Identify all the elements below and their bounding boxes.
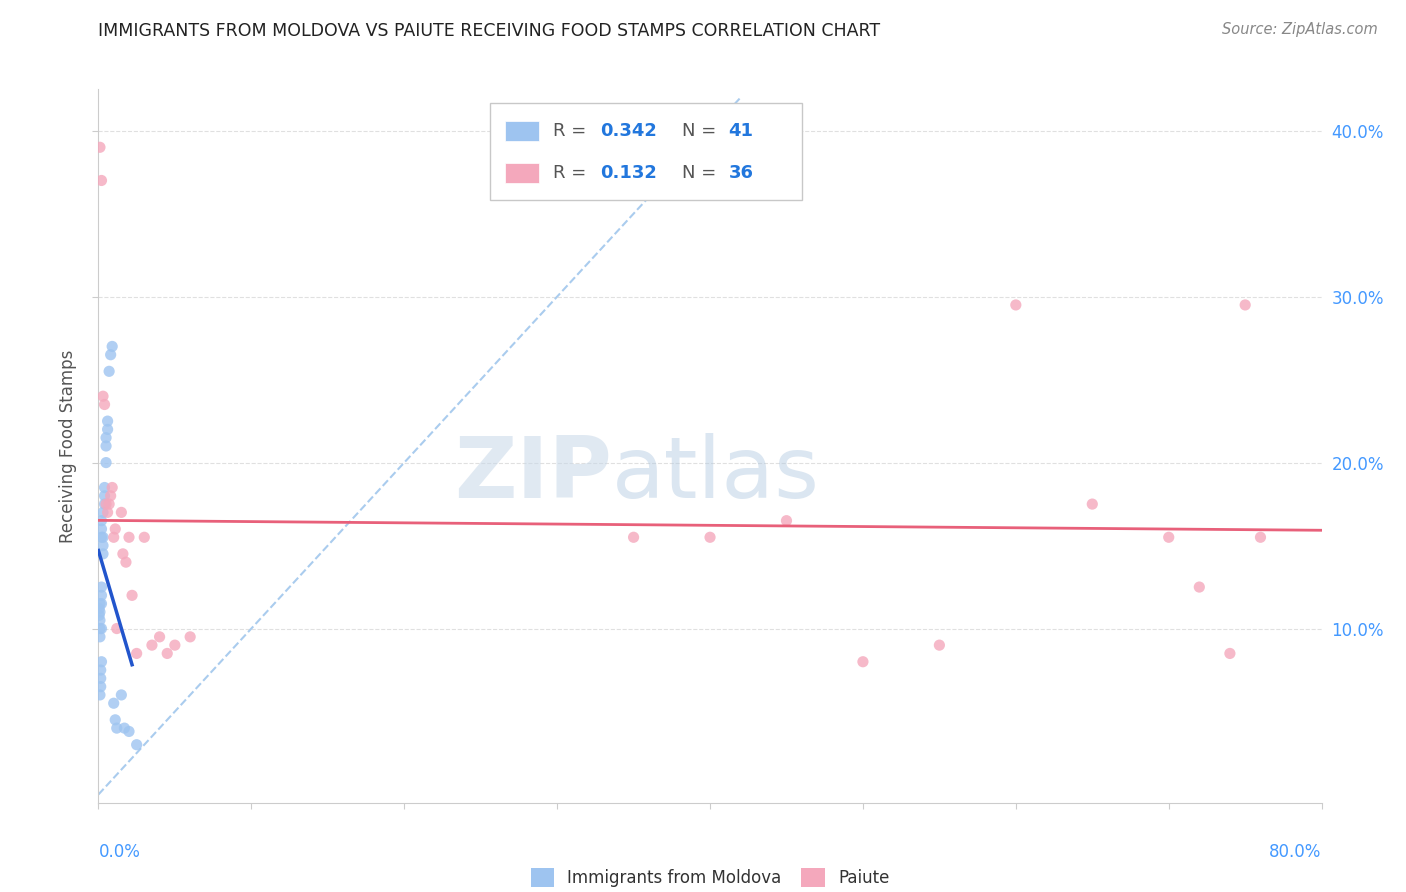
Point [90,580,112,594]
Text: 41: 41 [728,121,754,139]
Point [89,601,111,615]
Point [1081,497,1104,511]
Point [97,505,120,519]
Point [94,431,117,445]
Point [97,414,120,428]
Point [93,397,115,411]
Point [90,588,112,602]
Text: 0.0%: 0.0% [98,843,141,861]
Point [121,588,143,602]
Text: R =: R = [554,164,592,182]
Point [101,481,124,495]
Point [1157,530,1180,544]
Point [89,688,111,702]
Point [91,539,114,553]
Point [91,530,114,544]
Text: 36: 36 [728,164,754,182]
Point [125,738,148,752]
Text: atlas: atlas [612,433,820,516]
Point [112,721,135,735]
Text: 0.342: 0.342 [600,121,657,139]
Point [156,647,179,661]
Point [91,389,114,403]
Point [93,481,115,495]
Point [105,721,128,735]
Point [1234,298,1257,312]
Point [90,655,112,669]
Point [149,630,172,644]
Point [90,530,112,544]
Text: 80.0%: 80.0% [1270,843,1322,861]
Point [100,348,122,362]
Point [104,713,127,727]
Point [94,456,117,470]
Point [89,605,111,619]
Point [98,497,121,511]
Point [90,663,112,677]
Point [90,173,112,187]
Y-axis label: Receiving Food Stamps: Receiving Food Stamps [59,350,77,542]
Point [110,688,132,702]
FancyBboxPatch shape [489,103,801,200]
Point [94,497,117,511]
Point [90,597,112,611]
Text: 0.132: 0.132 [600,164,657,182]
Point [98,364,121,378]
Point [1004,298,1026,312]
Point [89,630,111,644]
Point [89,140,111,154]
Point [1249,530,1271,544]
Point [93,489,115,503]
Point [89,613,111,627]
Point [89,608,111,623]
Point [91,547,114,561]
Point [104,522,127,536]
Point [93,497,115,511]
Point [852,655,875,669]
Point [1188,580,1211,594]
Point [101,339,124,353]
Point [89,622,111,636]
Point [115,555,138,569]
Point [699,530,721,544]
Point [97,422,120,436]
Point [90,671,112,685]
Point [775,514,797,528]
Point [623,530,645,544]
Text: ZIP: ZIP [454,433,612,516]
Point [111,547,134,561]
Text: R =: R = [554,121,592,139]
Point [89,597,111,611]
Point [928,638,950,652]
Point [100,489,122,503]
Point [90,622,112,636]
Point [179,630,201,644]
Point [90,680,112,694]
Text: N =: N = [682,164,721,182]
Point [163,638,186,652]
Point [141,638,163,652]
Point [1219,647,1241,661]
Point [90,522,112,536]
Text: IMMIGRANTS FROM MOLDOVA VS PAIUTE RECEIVING FOOD STAMPS CORRELATION CHART: IMMIGRANTS FROM MOLDOVA VS PAIUTE RECEIV… [98,22,880,40]
FancyBboxPatch shape [505,120,538,141]
Point [118,724,141,739]
Point [110,505,132,519]
FancyBboxPatch shape [505,163,538,184]
Point [94,439,117,453]
Point [103,696,125,710]
Point [134,530,156,544]
Point [90,514,112,528]
Text: Source: ZipAtlas.com: Source: ZipAtlas.com [1222,22,1378,37]
Point [105,622,128,636]
Point [103,530,125,544]
Point [125,647,148,661]
Legend: Immigrants from Moldova, Paiute: Immigrants from Moldova, Paiute [530,868,890,888]
Point [91,505,114,519]
Text: N =: N = [682,121,721,139]
Point [118,530,141,544]
